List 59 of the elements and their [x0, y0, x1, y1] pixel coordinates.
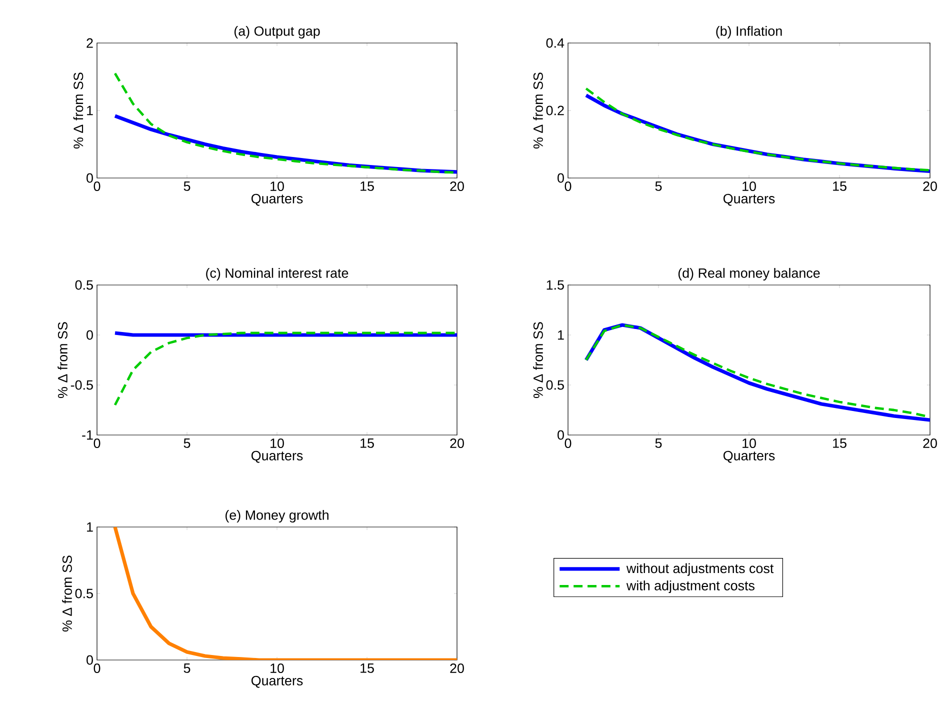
y-tick-label: 1	[87, 522, 93, 532]
x-tick-label: 20	[923, 182, 937, 192]
y-tick-label: 1	[558, 330, 564, 340]
x-tick-label: 20	[450, 182, 464, 192]
x-tick-label: 15	[360, 182, 374, 191]
y-tick-label: 0	[558, 173, 564, 183]
x-tick-label: 20	[450, 438, 464, 448]
chart-title: (c) Nominal interest rate	[206, 268, 348, 280]
y-tick-label: -1	[82, 430, 93, 440]
x-tick-label: 10	[742, 182, 756, 192]
legend-label: with adjustment costs	[626, 580, 754, 594]
y-tick-label: 0.4	[546, 38, 564, 48]
y-tick-label: -0.5	[70, 380, 93, 390]
y-axis-title: % Δ from SS	[533, 322, 543, 398]
x-tick-label: 20	[923, 438, 937, 448]
y-axis-title: % Δ from SS	[58, 322, 68, 398]
y-tick-label: 0.5	[546, 380, 564, 390]
y-tick-label: 0	[86, 173, 93, 183]
x-tick-label: 0	[94, 182, 100, 192]
y-tick-label: 1	[87, 106, 93, 116]
y-tick-label: 2	[86, 38, 93, 48]
x-tick-label: 5	[655, 182, 662, 191]
x-tick-label: 10	[270, 182, 284, 192]
x-tick-label: 15	[833, 438, 846, 448]
x-tick-label: 15	[833, 182, 846, 191]
y-tick-label: 0	[86, 330, 93, 340]
x-tick-label: 0	[564, 438, 572, 448]
y-tick-label: 0.5	[75, 280, 93, 290]
x-tick-label: 10	[270, 664, 284, 674]
y-axis-title: % Δ from SS	[73, 72, 84, 149]
x-tick-label: 15	[360, 438, 374, 448]
x-axis-title: Quarters	[723, 450, 775, 463]
chart-title: (b) Inflation	[716, 26, 782, 38]
x-tick-label: 5	[184, 664, 190, 673]
x-tick-label: 0	[94, 438, 100, 448]
x-axis-title: Quarters	[251, 194, 303, 206]
y-tick-label: 0.2	[546, 106, 564, 116]
x-tick-label: 0	[564, 182, 572, 192]
y-tick-label: 0.5	[75, 588, 93, 598]
x-tick-label: 10	[742, 438, 756, 448]
x-tick-label: 15	[360, 664, 374, 673]
x-tick-label: 20	[450, 664, 464, 674]
legend-label: without adjustments cost	[626, 563, 774, 576]
x-axis-title: Quarters	[251, 450, 303, 463]
x-tick-label: 0	[94, 664, 100, 674]
x-tick-label: 5	[184, 438, 190, 448]
y-axis-title: % Δ from SS	[62, 556, 72, 632]
y-tick-label: 0	[86, 655, 93, 665]
x-tick-label: 5	[655, 438, 662, 448]
x-axis-title: Quarters	[723, 194, 775, 206]
chart-title: (d) Real money balance	[678, 268, 820, 281]
x-tick-label: 10	[270, 438, 284, 448]
chart-title: (e) Money growth	[226, 510, 328, 523]
y-tick-label: 0	[558, 430, 564, 440]
y-axis-title: % Δ from SS	[533, 72, 543, 149]
y-tick-label: 1.5	[546, 280, 564, 290]
x-tick-label: 5	[184, 182, 190, 191]
x-axis-title: Quarters	[251, 676, 303, 688]
chart-title: (a) Output gap	[234, 26, 320, 39]
